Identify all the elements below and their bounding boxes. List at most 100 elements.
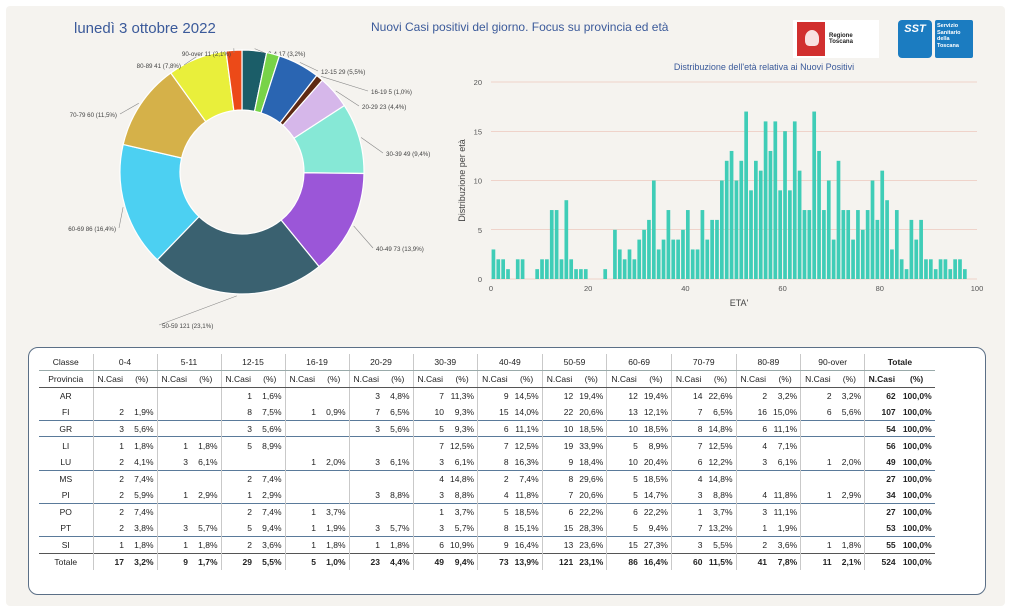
cell-ncasi: 8 [220, 403, 255, 421]
histogram-bar-age-84 [899, 259, 904, 279]
cell-total-pct: 100,0% [902, 489, 932, 500]
table-row-GR: GR 3 5,6% 3 5,6% 3 5,6% 5 9,3% 6 11,1% 10 18,5% 10 18,… [39, 419, 935, 437]
cell-pct: 2,9% [198, 489, 218, 500]
cell-pct: 4,8% [390, 390, 410, 401]
cell-pct: 22,2% [640, 502, 672, 520]
cell-pct: 11,1% [770, 502, 801, 520]
histogram-bar-age-71 [836, 160, 841, 279]
cell-pct: 7,4% [255, 502, 285, 520]
sst-logo-mark: SST [898, 20, 932, 58]
cell-pct: 19,4% [643, 390, 668, 401]
cell-ncasi: 22 [541, 403, 577, 421]
cell-pct: 27,3% [640, 536, 672, 554]
cell-pct [770, 469, 801, 487]
cell-total-ncasi: 54 [864, 419, 899, 437]
cell-ncasi: 3 [348, 387, 383, 404]
cell-pct: 18,5% [511, 502, 543, 520]
histogram-xtick-60: 60 [778, 284, 786, 293]
cell-ncasi: 1 [284, 403, 319, 421]
donut-slice-50-59 [156, 215, 320, 295]
histogram-bar-age-18 [579, 269, 583, 279]
donut-label-12-15: 12-15 29 (5,5%) [321, 69, 365, 76]
histogram-bar-age-66 [812, 111, 817, 279]
subheader-pct: (%) [127, 370, 157, 388]
subheader-ncasi: N.Casi [92, 370, 127, 388]
cell-ncasi: 29 [220, 552, 255, 570]
col-header-16-19: 16-19 [284, 354, 349, 372]
subheader-ncasi: N.Casi [156, 370, 191, 388]
histogram-bar-age-82 [890, 249, 894, 279]
cell-ncasi [800, 436, 835, 454]
cell-pct: 4,4% [383, 552, 413, 570]
subheader-pct: (%) [640, 370, 672, 388]
cell-ncasi: 4 [412, 469, 447, 487]
histogram-ytick-5: 5 [478, 226, 482, 235]
cell-pct: 1,9% [326, 522, 346, 533]
cell-total-ncasi: 56 [864, 436, 899, 454]
cell-pct: 12,5% [511, 436, 543, 454]
histogram-bar-age-50 [734, 180, 739, 279]
cell-ncasi: 3 [670, 486, 706, 504]
histogram-bar-age-3 [506, 269, 510, 279]
cell-ncasi: 7 [670, 519, 706, 537]
cell-ncasi: 4 [735, 436, 771, 454]
cell-ncasi: 6 [670, 453, 706, 471]
cell-pct [191, 404, 221, 421]
histogram-ytick-20: 20 [474, 78, 482, 87]
cell-ncasi: 5 [220, 519, 255, 537]
cell-ncasi [156, 419, 191, 437]
cell-pct: 16,4% [640, 552, 672, 570]
donut-label-80-89: 80-89 41 (7,8%) [137, 63, 181, 70]
cell-ncasi: 8 [477, 519, 512, 537]
subheader-ncasi: N.Casi [606, 370, 641, 388]
cell-ncasi: 4 [670, 469, 706, 487]
cell-ncasi: 3 [670, 536, 706, 554]
cell-ncasi: 1 [220, 486, 255, 504]
cell-pct: 2,0% [841, 456, 862, 467]
col-header-30-39: 30-39 [412, 354, 478, 372]
subheader-pct: (%) [511, 370, 543, 388]
cell-ncasi: 3 [220, 419, 255, 437]
col-header-0-4: 0-4 [92, 354, 157, 372]
cell-ncasi: 1 [670, 502, 706, 520]
table-row-Totale: Totale 17 3,2% 9 1,7% 29 5,5% 5 1,0% 23 4,4% 49 9,4%… [39, 552, 935, 570]
cell-ncasi: 1 [735, 519, 771, 537]
col-header-40-49: 40-49 [477, 354, 543, 372]
cell-pct: 1,8% [127, 536, 157, 554]
cell-ncasi: 7 [477, 436, 512, 454]
subheader-ncasi: N.Casi [477, 370, 512, 388]
donut-label-16-19: 16-19 5 (1,0%) [371, 89, 412, 96]
regione-toscana-logo: Regione Toscana [793, 20, 879, 58]
cell-ncasi: 49 [412, 552, 447, 570]
donut-slice-90-over [225, 49, 243, 112]
cell-ncasi: 6 [606, 502, 641, 520]
histogram-bar-age-41 [690, 249, 695, 279]
histogram-bar-age-87 [914, 239, 919, 279]
col-header-5-11: 5-11 [156, 354, 221, 372]
histogram-bar-age-80 [880, 170, 885, 279]
cell-pct: 11,3% [450, 390, 475, 401]
cell-pct [319, 487, 349, 504]
row-province-label: GR [39, 419, 93, 437]
histogram-bar-age-61 [788, 190, 792, 279]
cell-ncasi: 2 [735, 387, 771, 404]
cell-pct [191, 469, 221, 487]
cell-pct [191, 387, 221, 404]
cell-pct: 1,8% [191, 536, 221, 554]
histogram-bar-age-72 [841, 210, 846, 279]
cell-pct [319, 419, 349, 437]
cell-pct: 12,2% [708, 456, 733, 467]
cell-ncasi [156, 387, 191, 404]
cell-ncasi [284, 486, 319, 504]
donut-leader-16-19 [320, 76, 369, 92]
cell-ncasi: 1 [92, 536, 127, 554]
age-histogram-chart: Distribuzione dell'età relativa ai Nuovi… [457, 62, 983, 308]
row-province-label: PO [39, 502, 93, 520]
histogram-bar-age-91 [933, 269, 938, 279]
donut-label-90-over: 90-over 11 (2,1%) [182, 51, 231, 58]
cell-pct [834, 469, 865, 487]
col-header-50-59: 50-59 [541, 354, 607, 372]
cell-total-ncasi: 27 [864, 502, 899, 520]
histogram-bar-age-37 [671, 239, 676, 279]
cell-pct: 6,1% [454, 456, 475, 467]
